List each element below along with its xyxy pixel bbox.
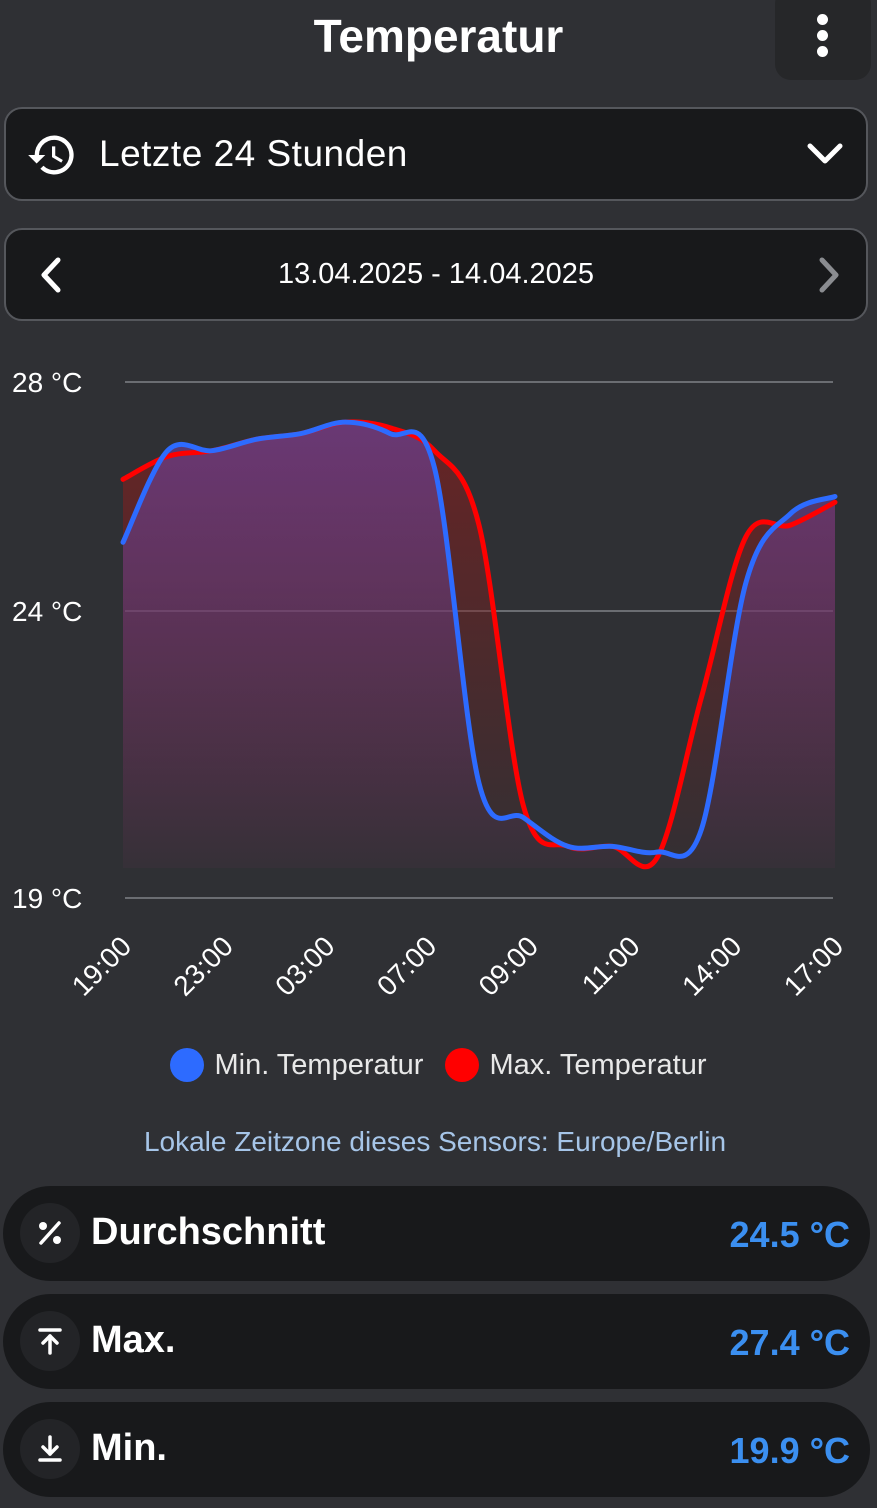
time-range-label: Letzte 24 Stunden [99,133,408,174]
stat-min-value: 19.9 °C [729,1430,850,1471]
chevron-left-icon[interactable] [36,256,68,294]
stat-min: Min. 19.9 °C [3,1402,870,1497]
legend-label-max: Max. Temperatur [489,1048,707,1081]
y-tick-label: 24 °C [12,596,82,627]
stat-min-label: Min. [91,1427,167,1469]
chart-legend: Min. Temperatur Max. Temperatur [0,1040,877,1090]
arrow-bottom-icon [20,1419,80,1479]
legend-dot-min [170,1048,205,1082]
date-navigation: 13.04.2025 - 14.04.2025 [4,228,868,321]
series-line-min [120,419,838,859]
stat-max-value: 27.4 °C [729,1322,850,1363]
y-tick-label: 19 °C [12,883,82,914]
page-title: Temperatur [313,10,564,62]
x-tick-label: 14:00 [676,930,747,1001]
date-range-label: 13.04.2025 - 14.04.2025 [277,258,595,290]
history-icon [28,135,74,175]
min-area [123,422,835,868]
stat-average: Durchschnitt 24.5 °C [3,1186,870,1281]
temperature-chart: 28 °C 24 °C 19 °C 19:00 23:00 03:00 07:00 09:00… [12,367,849,1002]
arrow-top-icon [20,1311,80,1371]
x-tick-label: 17:00 [778,930,849,1001]
stat-average-value: 24.5 °C [729,1214,850,1255]
y-tick-label: 28 °C [12,367,82,398]
x-tick-label: 07:00 [371,930,442,1001]
x-tick-label: 19:00 [66,930,137,1001]
chevron-down-icon [807,143,843,164]
time-range-select[interactable]: Letzte 24 Stunden [4,107,868,201]
chevron-right-icon[interactable] [812,256,844,294]
legend-item-min[interactable]: Min. Temperatur [170,1048,423,1082]
stat-max: Max. 27.4 °C [3,1294,870,1389]
more-vert-dot [817,30,828,41]
stat-average-label: Durchschnitt [91,1211,326,1253]
legend-label-min: Min. Temperatur [214,1048,424,1081]
more-vert-icon [817,14,828,25]
stat-max-label: Max. [91,1319,176,1361]
percent-icon [20,1203,80,1263]
x-tick-label: 23:00 [167,930,238,1001]
legend-dot-max [445,1048,480,1082]
x-tick-label: 09:00 [473,930,544,1001]
timezone-note: Lokale Zeitzone dieses Sensors: Europe/B… [143,1126,727,1157]
more-menu-button[interactable] [775,0,871,80]
more-vert-dot [817,46,828,57]
x-tick-label: 03:00 [269,930,340,1001]
legend-item-max[interactable]: Max. Temperatur [445,1048,707,1082]
x-tick-label: 11:00 [576,930,646,1000]
